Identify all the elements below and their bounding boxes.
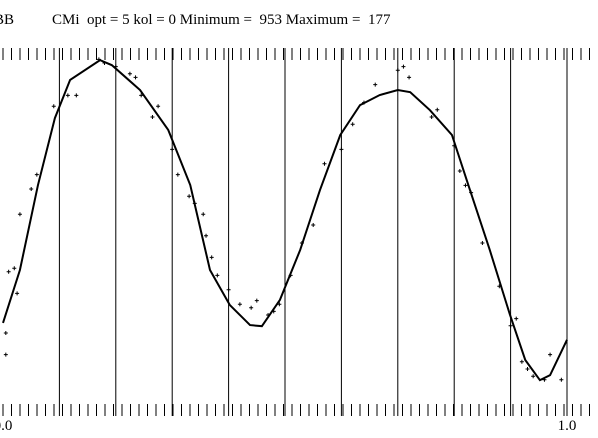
- data-point: [322, 161, 327, 166]
- data-point: [74, 93, 79, 98]
- data-point: [127, 71, 132, 76]
- data-point: [519, 359, 524, 364]
- fit-line: [2, 58, 568, 382]
- data-point: [139, 93, 144, 98]
- data-point: [65, 93, 70, 98]
- data-point: [457, 169, 462, 173]
- data-point: [29, 187, 34, 191]
- data-point: [339, 147, 344, 152]
- chart-title: CMi opt = 5 kol = 0 Minimum = 953 Maximu…: [52, 12, 391, 28]
- data-point: [407, 75, 412, 80]
- data-point: [508, 323, 513, 328]
- data-point: [525, 367, 530, 371]
- data-point: [514, 316, 519, 321]
- data-point: [187, 194, 192, 199]
- data-point: [51, 104, 56, 109]
- x-tick-label: 1.0: [558, 418, 577, 434]
- data-point: [3, 331, 8, 335]
- data-point: [249, 305, 254, 310]
- data-point: [237, 302, 242, 307]
- data-point: [531, 374, 536, 379]
- data-point: [204, 233, 209, 238]
- data-point: [150, 115, 155, 119]
- data-point: [311, 223, 316, 227]
- data-point: [175, 172, 180, 177]
- data-point: [480, 241, 485, 245]
- data-point: [463, 183, 468, 188]
- data-point: [435, 107, 440, 112]
- data-point: [15, 291, 20, 296]
- data-point: [17, 212, 22, 217]
- data-point: [170, 147, 175, 152]
- data-point: [548, 352, 553, 357]
- data-point: [3, 352, 8, 357]
- data-point: [34, 172, 39, 177]
- star-name: BB: [0, 12, 14, 28]
- data-point: [201, 212, 206, 217]
- data-point: [429, 115, 434, 119]
- data-point: [6, 269, 11, 274]
- data-point: [215, 273, 220, 278]
- x-tick-label: 0.0: [0, 418, 12, 434]
- data-point: [254, 298, 259, 303]
- data-point: [401, 64, 406, 69]
- data-point: [226, 287, 231, 292]
- data-point: [559, 377, 564, 382]
- data-point: [373, 82, 378, 87]
- data-point: [12, 266, 17, 271]
- data-point: [156, 104, 161, 109]
- data-point: [395, 68, 400, 73]
- data-point: [350, 122, 355, 127]
- data-point: [133, 75, 138, 80]
- data-point: [209, 255, 214, 260]
